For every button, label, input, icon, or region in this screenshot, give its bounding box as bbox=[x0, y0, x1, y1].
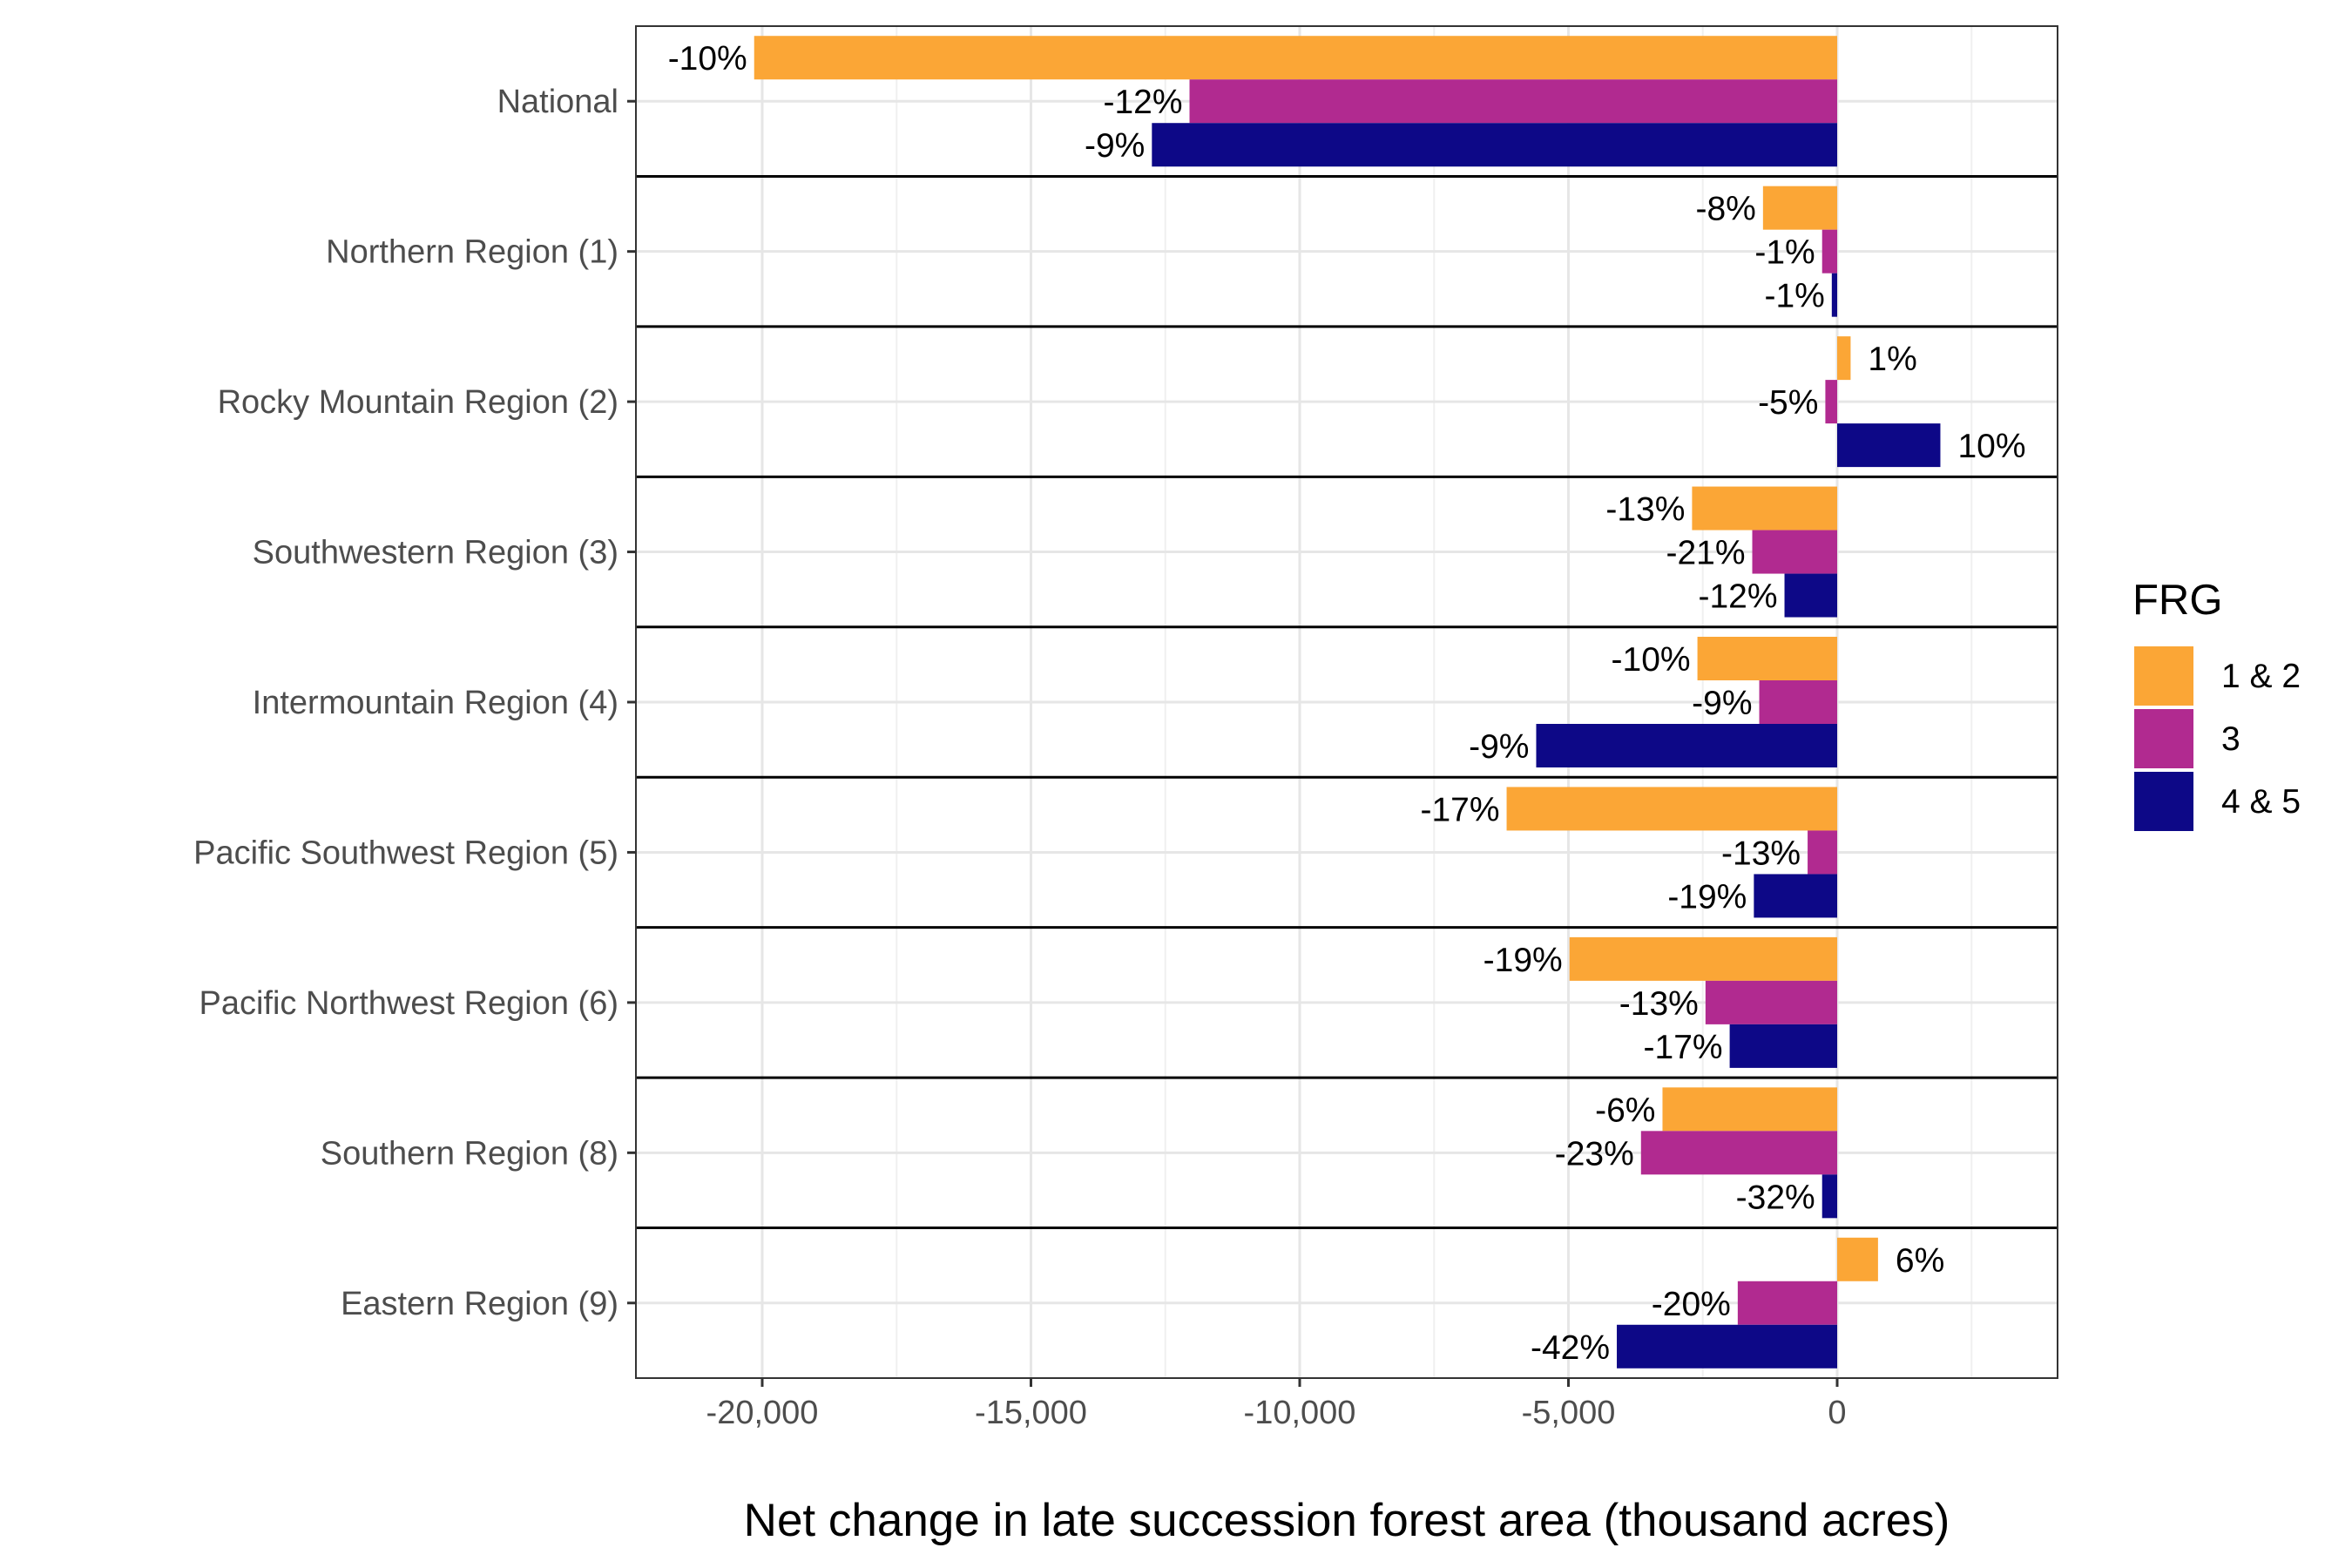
data-label: 6% bbox=[1896, 1242, 1944, 1280]
bar bbox=[1784, 573, 1837, 618]
x-tick-label: -10,000 bbox=[1244, 1395, 1356, 1431]
y-tick-label: Southwestern Region (3) bbox=[253, 535, 618, 571]
y-tick-label: Southern Region (8) bbox=[321, 1135, 618, 1172]
bar bbox=[1640, 1131, 1837, 1175]
bar bbox=[1692, 486, 1837, 531]
data-label: -13% bbox=[1619, 985, 1699, 1023]
data-label: -9% bbox=[1085, 127, 1145, 165]
legend-label: 1 & 2 bbox=[2221, 658, 2301, 695]
bar bbox=[1754, 874, 1837, 918]
y-tick-label: Pacific Southwest Region (5) bbox=[193, 835, 618, 871]
bar bbox=[1189, 79, 1837, 124]
bar bbox=[1837, 1237, 1878, 1281]
legend-key bbox=[2134, 709, 2193, 768]
bar bbox=[1662, 1087, 1837, 1132]
data-label: -19% bbox=[1667, 878, 1747, 916]
bar bbox=[1536, 724, 1837, 767]
x-axis: -20,000 -15,000 -10,000 -5,000 0 bbox=[706, 1378, 1847, 1431]
data-label: -12% bbox=[1103, 84, 1182, 121]
bar bbox=[1759, 680, 1837, 724]
data-label: -13% bbox=[1605, 491, 1685, 529]
bar bbox=[1737, 1281, 1837, 1325]
data-label: -20% bbox=[1652, 1286, 1731, 1323]
data-label: -32% bbox=[1736, 1179, 1815, 1216]
data-label: -12% bbox=[1698, 578, 1777, 616]
facet-divider-layer bbox=[636, 174, 2058, 1230]
data-label: -19% bbox=[1484, 942, 1563, 979]
data-label: -6% bbox=[1595, 1092, 1655, 1129]
legend-key bbox=[2134, 772, 2193, 831]
data-label: -42% bbox=[1531, 1329, 1610, 1367]
bar bbox=[1729, 1024, 1837, 1068]
data-label: -9% bbox=[1692, 685, 1752, 722]
data-label: -5% bbox=[1758, 384, 1818, 422]
bar bbox=[1837, 423, 1941, 468]
y-tick-label: Pacific Northwest Region (6) bbox=[199, 985, 618, 1022]
y-tick-label: Eastern Region (9) bbox=[341, 1286, 618, 1322]
data-label: -10% bbox=[668, 40, 747, 78]
legend-label: 4 & 5 bbox=[2221, 783, 2301, 821]
legend-label: 3 bbox=[2221, 720, 2240, 758]
y-tick-label: Intermountain Region (4) bbox=[253, 685, 618, 721]
bar bbox=[754, 36, 1837, 80]
bar bbox=[1808, 830, 1837, 875]
bars-layer bbox=[754, 36, 1941, 1369]
bar bbox=[1569, 936, 1837, 981]
bar bbox=[1752, 530, 1837, 574]
data-labels-layer: -10% -8% 1% -13% -10% -17% -19% -6% 6% -12% -1% -5%… bbox=[668, 40, 2026, 1367]
bar bbox=[1762, 186, 1837, 230]
bar bbox=[1697, 637, 1837, 680]
bar bbox=[1837, 336, 1851, 381]
data-label: -21% bbox=[1666, 535, 1745, 572]
bar bbox=[1821, 229, 1837, 274]
data-label: -10% bbox=[1612, 641, 1691, 679]
bar bbox=[1506, 787, 1837, 831]
legend-title: FRG bbox=[2132, 577, 2222, 624]
x-tick-label: 0 bbox=[1828, 1395, 1846, 1431]
x-tick-label: -5,000 bbox=[1522, 1395, 1616, 1431]
y-tick-label: National bbox=[497, 84, 618, 120]
x-axis-title: Net change in late succession forest are… bbox=[744, 1495, 1950, 1546]
data-label: -9% bbox=[1469, 728, 1529, 766]
data-label: -1% bbox=[1754, 234, 1815, 272]
y-tick-label: Northern Region (1) bbox=[326, 234, 618, 271]
legend-key bbox=[2134, 646, 2193, 706]
data-label: -17% bbox=[1420, 791, 1499, 828]
data-label: -1% bbox=[1764, 278, 1824, 315]
data-label: -17% bbox=[1644, 1029, 1723, 1066]
data-label: 10% bbox=[1957, 428, 2025, 465]
data-label: -23% bbox=[1555, 1135, 1634, 1173]
bar bbox=[1825, 380, 1837, 424]
bar bbox=[1821, 1174, 1837, 1219]
bar bbox=[1617, 1324, 1837, 1369]
legend: FRG 1 & 2 3 4 & 5 bbox=[2132, 577, 2301, 831]
data-label: -8% bbox=[1695, 191, 1755, 228]
y-tick-label: Rocky Mountain Region (2) bbox=[218, 384, 618, 421]
bar bbox=[1152, 123, 1837, 167]
x-tick-label: -20,000 bbox=[706, 1395, 819, 1431]
data-label: -13% bbox=[1721, 835, 1801, 872]
bar bbox=[1831, 273, 1837, 317]
y-axis: National Northern Region (1) Rocky Mountai… bbox=[193, 84, 636, 1322]
legend-items: 1 & 2 3 4 & 5 bbox=[2134, 646, 2301, 831]
x-tick-label: -15,000 bbox=[975, 1395, 1087, 1431]
bar bbox=[1705, 980, 1837, 1024]
data-label: 1% bbox=[1868, 341, 1916, 378]
